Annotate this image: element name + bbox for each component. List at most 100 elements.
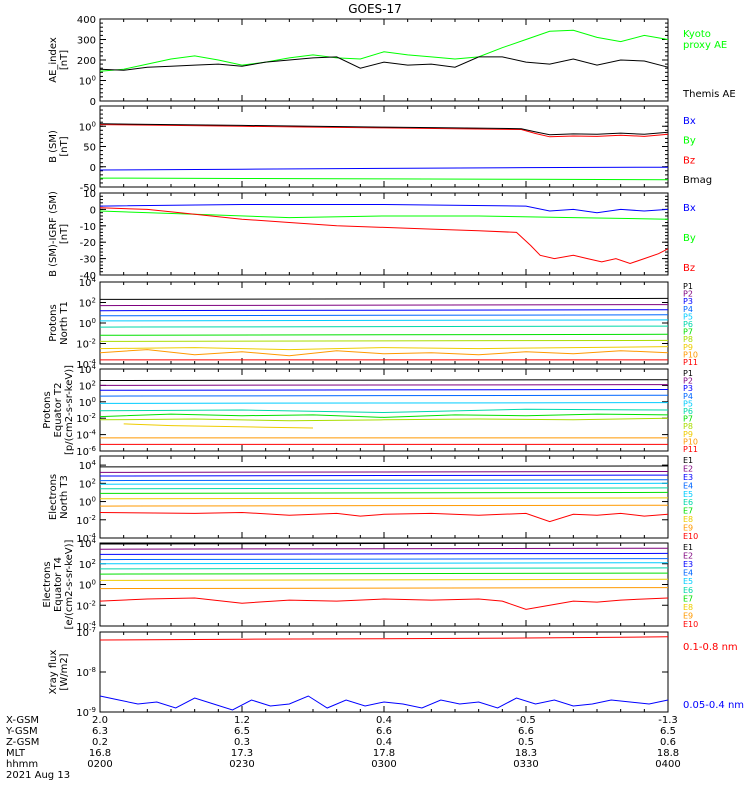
footer-date: 2021 Aug 13	[6, 770, 70, 781]
y-tick-label: 10-4	[76, 532, 96, 545]
footer-value: 0200	[87, 759, 112, 770]
legend-label: P11	[683, 358, 698, 367]
series-line-e7	[99, 572, 669, 575]
legend-label: E7	[683, 507, 693, 516]
legend-label: E3	[683, 560, 693, 569]
legend-label: P10	[683, 350, 698, 359]
legend-label: E8	[683, 515, 693, 524]
series-line-p4	[99, 394, 669, 397]
footer-value: 17.8	[373, 748, 395, 759]
series-line-p2	[99, 304, 669, 307]
footer-value: 18.8	[657, 748, 679, 759]
series-line-p3	[99, 309, 669, 312]
y-tick-label: 104	[79, 537, 97, 550]
y-tick-label: 10-7	[76, 626, 96, 639]
y-axis-label: ElectronsEquator T4[e/(cm2-s-sr-keV)]	[42, 539, 75, 629]
footer-value: 2.0	[92, 715, 108, 726]
y-tick-label: 100	[79, 496, 96, 509]
series-line-e9	[99, 504, 669, 507]
y-tick-label: 10-4	[76, 620, 96, 633]
legend-label: P11	[683, 445, 698, 454]
series-line-0.1-0.8-nm	[99, 636, 669, 641]
panel-1: 0 100 200 300 400 AE_index[nT] Kyoto proxy AE Th…	[48, 15, 736, 108]
y-tick-label: 102	[79, 477, 96, 490]
y-tick-label: 104	[79, 363, 97, 376]
legend-label: Bz	[683, 155, 695, 166]
series-line-p1	[99, 297, 669, 300]
legend-label: P4	[683, 305, 693, 314]
legend-label: P6	[683, 320, 693, 329]
legend-label: Themis AE	[682, 89, 736, 100]
panel-5: 10-6 10-4 10-2 100 102 104 ProtonsEquator T2[p…	[42, 363, 698, 458]
y-tick-label: 10-2	[76, 412, 96, 425]
panel-frame	[99, 281, 669, 365]
legend-label: E2	[683, 552, 693, 561]
series-line-p6	[99, 325, 669, 328]
series-line-p3	[99, 389, 669, 391]
legend-label: E9	[683, 524, 693, 533]
legend-label: E1	[683, 456, 693, 465]
legend-label: P2	[683, 290, 693, 299]
legend-label: E5	[683, 577, 693, 586]
y-axis-label: Xray flux[W/m2]	[48, 650, 70, 695]
y-tick-label: 0	[90, 205, 96, 216]
y-axis-label: ElectronsNorth T3	[48, 474, 70, 520]
y-tick-label: 10-4	[76, 429, 96, 442]
y-tick-label: 200	[77, 56, 96, 67]
footer-row-label: hhmm	[6, 759, 38, 770]
footer-value: 0.6	[660, 737, 676, 748]
y-tick-label: 10	[83, 189, 96, 200]
legend-label: P7	[683, 328, 693, 337]
panel-frame	[99, 455, 669, 539]
footer-value: 6.6	[518, 726, 534, 737]
series-line-themis-ae	[99, 56, 669, 71]
series-line-p9	[99, 346, 669, 351]
panel-6: 10-4 10-2 100 102 104 ElectronsNorth T3 E1E2E3…	[48, 455, 698, 545]
legend-label: E7	[683, 594, 693, 603]
series-line-e1	[99, 542, 669, 545]
y-tick-label: -40	[80, 271, 96, 282]
legend-label: E9	[683, 611, 693, 620]
legend-label: P8	[683, 335, 693, 344]
series-line-e3	[99, 474, 669, 477]
legend-label: P9	[683, 343, 693, 352]
legend-label: E2	[683, 464, 693, 473]
legend-label: E6	[683, 498, 693, 507]
y-tick-label: -50	[80, 183, 96, 194]
series-line-bx	[99, 204, 669, 214]
series-line-p5	[99, 402, 669, 404]
y-tick-label: 100	[79, 75, 96, 88]
footer-row-label: Y-GSM	[5, 726, 38, 737]
legend-label: 0.1-0.8 nm	[683, 642, 738, 653]
series-line-by	[99, 210, 669, 220]
y-axis-label: AE_index[nT]	[48, 37, 70, 83]
legend-label: P5	[683, 312, 693, 321]
series-line-bmag	[99, 123, 669, 136]
footer-value: -1.3	[658, 715, 678, 726]
panel-frame	[99, 631, 669, 713]
y-tick-label: 104	[79, 276, 97, 289]
footer-value: 6.5	[660, 726, 676, 737]
series-line-p5	[99, 319, 669, 322]
legend-label: P4	[683, 392, 693, 401]
y-tick-label: -10	[80, 222, 96, 233]
legend-label: E1	[683, 543, 693, 552]
footer-value: 0.4	[376, 715, 392, 726]
series-line-0.05-0.4-nm	[99, 695, 669, 711]
legend-label: Bz	[683, 263, 695, 274]
footer-value: 0.4	[376, 737, 392, 748]
orbit-footer: X-GSM 2.0 1.2 0.4 -0.5 -1.3 Y-GSM 6.3 6.5 6.6 6.6 6…	[5, 715, 681, 781]
legend-label: P5	[683, 399, 693, 408]
series-line-e4	[99, 558, 669, 561]
y-tick-label: 300	[77, 36, 96, 47]
y-tick-label: 10-2	[76, 514, 96, 527]
legend-label: Bx	[683, 116, 696, 127]
legend-label: Bmag	[683, 175, 712, 186]
y-axis-label: B (SM)[nT]	[48, 130, 70, 163]
series-line-p6	[99, 408, 669, 414]
y-tick-label: 400	[77, 15, 96, 26]
footer-value: 0230	[229, 759, 254, 770]
series-line-e9	[99, 587, 669, 590]
legend-label: E10	[683, 532, 698, 541]
legend-label: By	[683, 233, 696, 244]
